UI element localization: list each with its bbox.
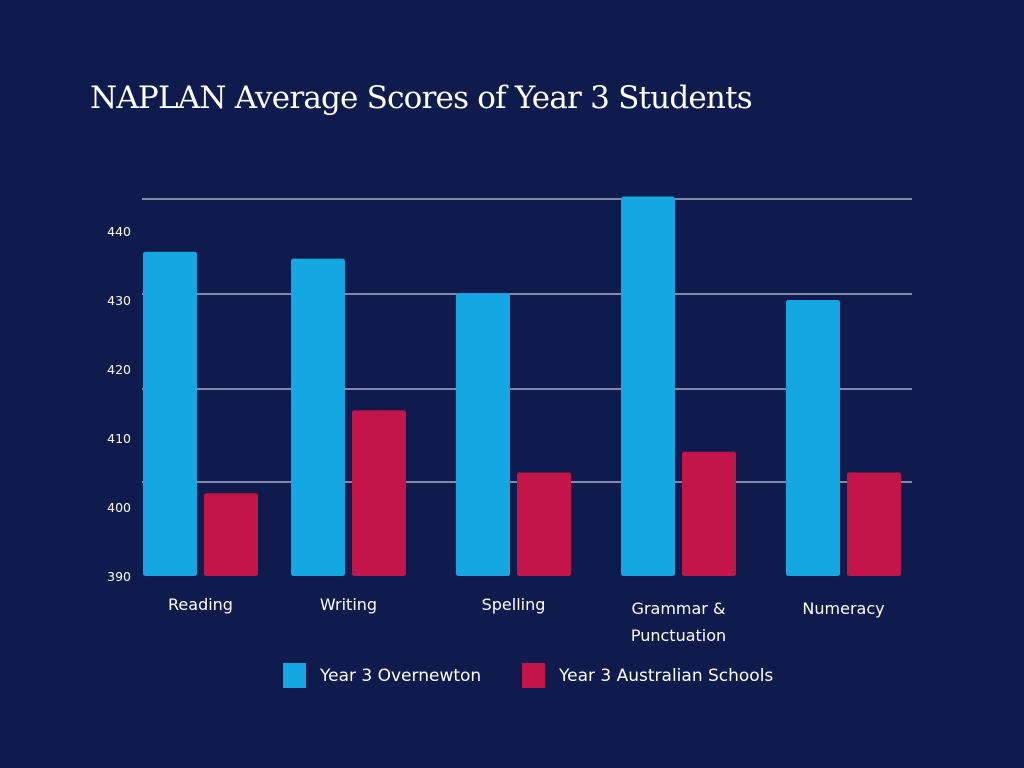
x-tick-label: Numeracy [802, 599, 884, 618]
y-tick-label: 390 [107, 569, 131, 584]
legend-label-overnewton: Year 3 Overnewton [320, 665, 482, 686]
x-tick-label: Spelling [482, 595, 546, 614]
legend-swatch-australian-schools [522, 663, 545, 688]
bar-overnewton-reading [143, 251, 197, 576]
y-axis-ticks: 390 400 410 420 430 440 [107, 224, 131, 584]
bar-australian-schools-spelling [517, 472, 571, 576]
bar-australian-schools-writing [352, 410, 406, 576]
x-axis-labels: Reading Writing Spelling Grammar & Punctuati… [168, 595, 885, 645]
bar-australian-schools-reading [204, 493, 258, 576]
legend-item-australian-schools: Year 3 Australian Schools [522, 663, 773, 688]
bar-overnewton-grammar-punctuation [621, 196, 675, 576]
x-tick-label: Reading [168, 595, 233, 614]
legend-item-overnewton: Year 3 Overnewton [283, 663, 481, 688]
legend: Year 3 Overnewton Year 3 Australian Scho… [0, 663, 1024, 693]
bar-overnewton-writing [291, 258, 345, 576]
legend-swatch-overnewton [283, 663, 306, 688]
x-tick-label: Grammar & [632, 599, 726, 618]
y-tick-label: 440 [107, 224, 131, 239]
bar-overnewton-numeracy [786, 300, 840, 576]
y-tick-label: 420 [107, 362, 131, 377]
y-tick-label: 410 [107, 431, 131, 446]
legend-label-australian-schools: Year 3 Australian Schools [559, 665, 774, 686]
bars [143, 196, 901, 576]
y-tick-label: 400 [107, 500, 131, 515]
bar-overnewton-spelling [456, 293, 510, 576]
x-tick-label: Punctuation [631, 626, 726, 645]
chart-title: NAPLAN Average Scores of Year 3 Students [90, 80, 753, 116]
bar-australian-schools-numeracy [847, 472, 901, 576]
x-tick-label: Writing [320, 595, 377, 614]
y-tick-label: 430 [107, 293, 131, 308]
bar-australian-schools-grammar-punctuation [682, 451, 736, 576]
